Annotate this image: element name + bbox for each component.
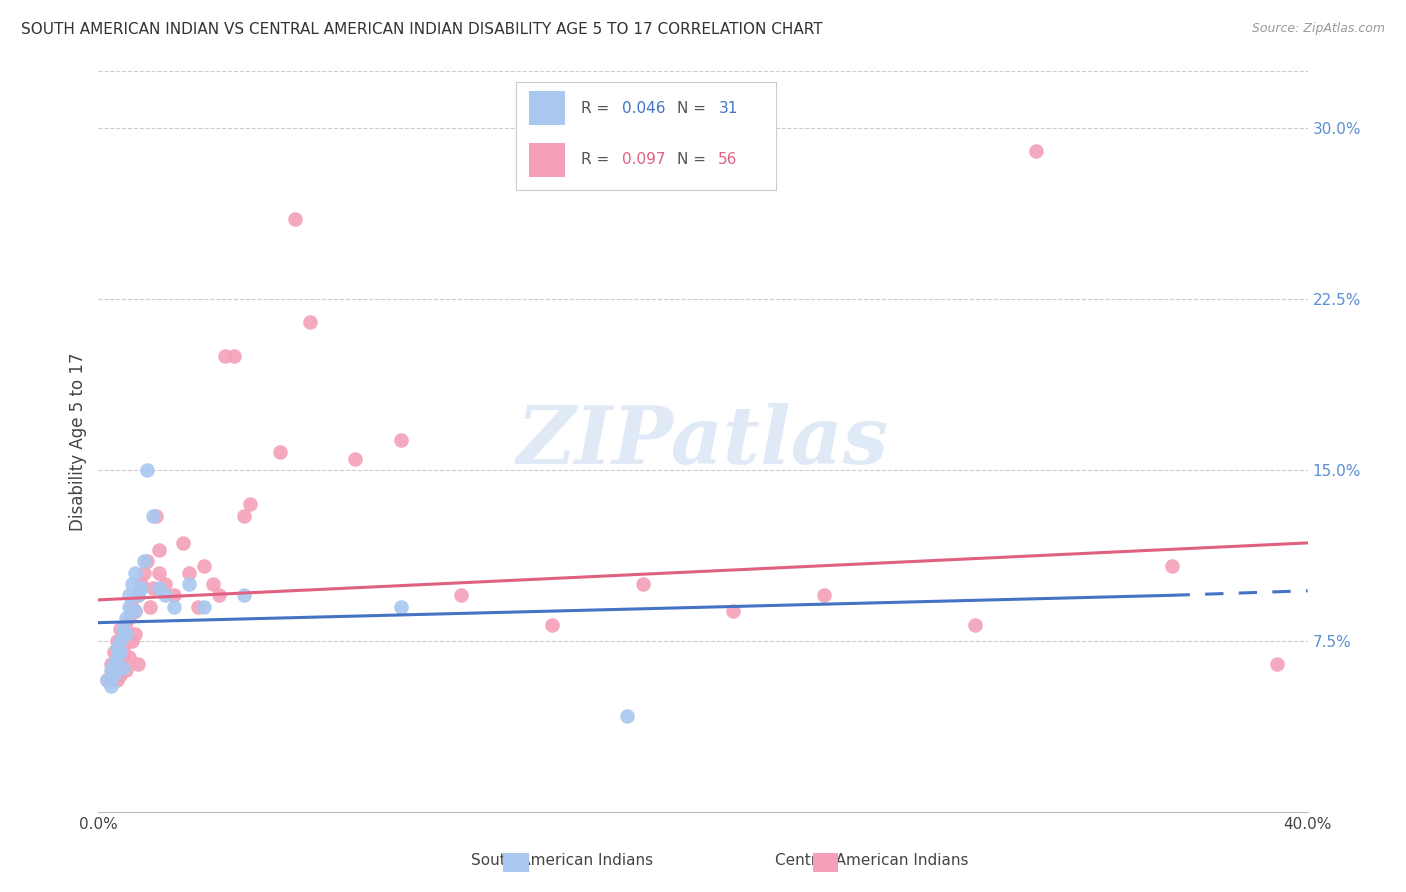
Point: [239, 497, 262, 511]
Text: SOUTH AMERICAN INDIAN VS CENTRAL AMERICAN INDIAN DISABILITY AGE 5 TO 17 CORRELAT: SOUTH AMERICAN INDIAN VS CENTRAL AMERICA…: [21, 22, 823, 37]
Point: [172, 536, 194, 550]
Point: [105, 649, 128, 664]
Point: [105, 673, 128, 687]
Point: [284, 212, 307, 227]
Point: [631, 577, 654, 591]
Text: Source: ZipAtlas.com: Source: ZipAtlas.com: [1251, 22, 1385, 36]
Point: [105, 640, 128, 655]
Point: [127, 657, 149, 671]
Point: [163, 599, 186, 614]
Point: [114, 611, 136, 625]
Point: [124, 566, 146, 580]
Point: [450, 588, 472, 602]
Point: [540, 618, 562, 632]
Point: [179, 577, 201, 591]
Point: [111, 640, 134, 655]
Point: [127, 588, 149, 602]
Point: [148, 542, 170, 557]
Point: [129, 582, 152, 596]
Point: [103, 668, 125, 682]
Point: [121, 577, 143, 591]
Point: [193, 558, 215, 573]
Point: [100, 668, 122, 682]
Point: [114, 623, 136, 637]
Point: [114, 627, 136, 641]
Point: [129, 577, 152, 591]
Point: [1024, 144, 1046, 158]
Point: [105, 633, 128, 648]
Point: [100, 664, 122, 678]
Point: [111, 661, 134, 675]
Point: [96, 673, 118, 687]
Point: [142, 508, 165, 523]
Point: [124, 604, 146, 618]
Point: [132, 554, 155, 568]
Point: [344, 451, 367, 466]
Text: ZIPatlas: ZIPatlas: [517, 403, 889, 480]
Point: [108, 657, 131, 671]
Text: South American Indians: South American Indians: [471, 854, 654, 868]
Point: [163, 588, 186, 602]
Point: [1160, 558, 1182, 573]
Point: [118, 599, 141, 614]
Point: [111, 623, 134, 637]
Point: [139, 599, 162, 614]
Point: [108, 668, 131, 682]
Y-axis label: Disability Age 5 to 17: Disability Age 5 to 17: [69, 352, 87, 531]
Point: [118, 649, 141, 664]
Point: [616, 709, 638, 723]
Point: [108, 633, 131, 648]
Point: [389, 599, 412, 614]
Point: [208, 588, 231, 602]
Point: [103, 645, 125, 659]
Point: [224, 349, 246, 363]
Point: [100, 657, 122, 671]
Text: Central American Indians: Central American Indians: [775, 854, 969, 868]
Point: [121, 633, 143, 648]
Point: [103, 661, 125, 675]
Point: [232, 508, 254, 523]
Point: [132, 566, 155, 580]
Point: [232, 588, 254, 602]
Point: [118, 611, 141, 625]
Point: [118, 588, 141, 602]
Point: [100, 680, 122, 694]
Point: [193, 599, 215, 614]
Point: [202, 577, 225, 591]
Point: [187, 599, 209, 614]
Point: [723, 604, 745, 618]
Point: [114, 664, 136, 678]
Point: [269, 444, 291, 458]
Point: [299, 315, 322, 329]
Point: [111, 649, 134, 664]
Point: [153, 588, 176, 602]
Point: [135, 554, 157, 568]
Point: [121, 599, 143, 614]
Point: [389, 434, 412, 448]
Point: [142, 582, 165, 596]
Point: [1267, 657, 1289, 671]
Point: [103, 657, 125, 671]
Point: [148, 582, 170, 596]
Point: [214, 349, 236, 363]
Point: [153, 577, 176, 591]
Point: [124, 627, 146, 641]
Point: [127, 588, 149, 602]
Point: [135, 463, 157, 477]
Point: [145, 508, 167, 523]
Point: [124, 604, 146, 618]
Point: [179, 566, 201, 580]
Point: [813, 588, 835, 602]
Point: [148, 566, 170, 580]
Point: [96, 673, 118, 687]
Point: [108, 645, 131, 659]
Point: [965, 618, 987, 632]
Point: [108, 623, 131, 637]
